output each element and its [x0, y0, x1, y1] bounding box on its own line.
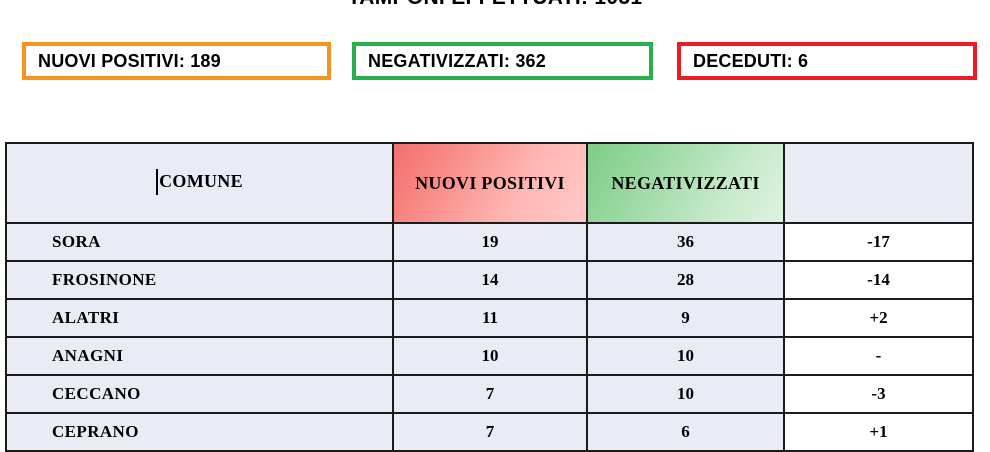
summary-box-negativizzati-label: NEGATIVIZZATI: 362 — [368, 50, 546, 71]
cell-nuovi-positivi: 14 — [392, 260, 588, 300]
table-row: ALATRI 11 9 +2 — [5, 298, 974, 338]
cell-comune: ANAGNI — [5, 336, 394, 376]
cell-nuovi-positivi: 11 — [392, 298, 588, 338]
comuni-table: COMUNE NUOVI POSITIVI NEGATIVIZZATI SORA… — [5, 142, 974, 452]
table-row: SORA 19 36 -17 — [5, 222, 974, 262]
cell-nuovi-positivi: 7 — [392, 412, 588, 452]
cell-delta: -14 — [783, 260, 974, 300]
column-header-nuovi-positivi-label: NUOVI POSITIVI — [415, 172, 565, 193]
cell-negativizzati: 10 — [586, 336, 785, 376]
table-row: CECCANO 7 10 -3 — [5, 374, 974, 414]
cell-negativizzati: 36 — [586, 222, 785, 262]
text-cursor — [156, 169, 159, 195]
cell-negativizzati: 9 — [586, 298, 785, 338]
table-header-row: COMUNE NUOVI POSITIVI NEGATIVIZZATI — [5, 142, 974, 224]
column-header-delta — [783, 142, 974, 224]
cell-nuovi-positivi: 19 — [392, 222, 588, 262]
cell-delta: -17 — [783, 222, 974, 262]
cell-nuovi-positivi: 7 — [392, 374, 588, 414]
cell-comune: CECCANO — [5, 374, 394, 414]
column-header-comune: COMUNE — [5, 142, 394, 224]
cell-negativizzati: 28 — [586, 260, 785, 300]
table-body: SORA 19 36 -17 FROSINONE 14 28 -14 ALATR… — [5, 222, 974, 452]
column-header-negativizzati-label: NEGATIVIZZATI — [611, 172, 760, 193]
summary-box-negativizzati: NEGATIVIZZATI: 362 — [352, 42, 653, 80]
cell-comune: FROSINONE — [5, 260, 394, 300]
cell-delta: +2 — [783, 298, 974, 338]
cell-negativizzati: 6 — [586, 412, 785, 452]
table-row: CEPRANO 7 6 +1 — [5, 412, 974, 452]
cell-nuovi-positivi: 10 — [392, 336, 588, 376]
cell-delta: -3 — [783, 374, 974, 414]
cell-delta: +1 — [783, 412, 974, 452]
table-row: FROSINONE 14 28 -14 — [5, 260, 974, 300]
summary-box-deceduti-label: DECEDUTI: 6 — [693, 50, 809, 71]
column-header-comune-label: COMUNE — [159, 171, 243, 192]
cell-comune: CEPRANO — [5, 412, 394, 452]
cell-negativizzati: 10 — [586, 374, 785, 414]
table-row: ANAGNI 10 10 - — [5, 336, 974, 376]
page-title: TAMPONI EFFETTUATI: 1051 — [0, 0, 990, 11]
column-header-nuovi-positivi: NUOVI POSITIVI — [392, 142, 588, 224]
summary-box-nuovi-positivi-label: NUOVI POSITIVI: 189 — [38, 50, 221, 71]
cell-delta: - — [783, 336, 974, 376]
column-header-negativizzati: NEGATIVIZZATI — [586, 142, 785, 224]
cell-comune: SORA — [5, 222, 394, 262]
summary-box-nuovi-positivi: NUOVI POSITIVI: 189 — [22, 42, 331, 80]
cell-comune: ALATRI — [5, 298, 394, 338]
summary-box-deceduti: DECEDUTI: 6 — [677, 42, 977, 80]
